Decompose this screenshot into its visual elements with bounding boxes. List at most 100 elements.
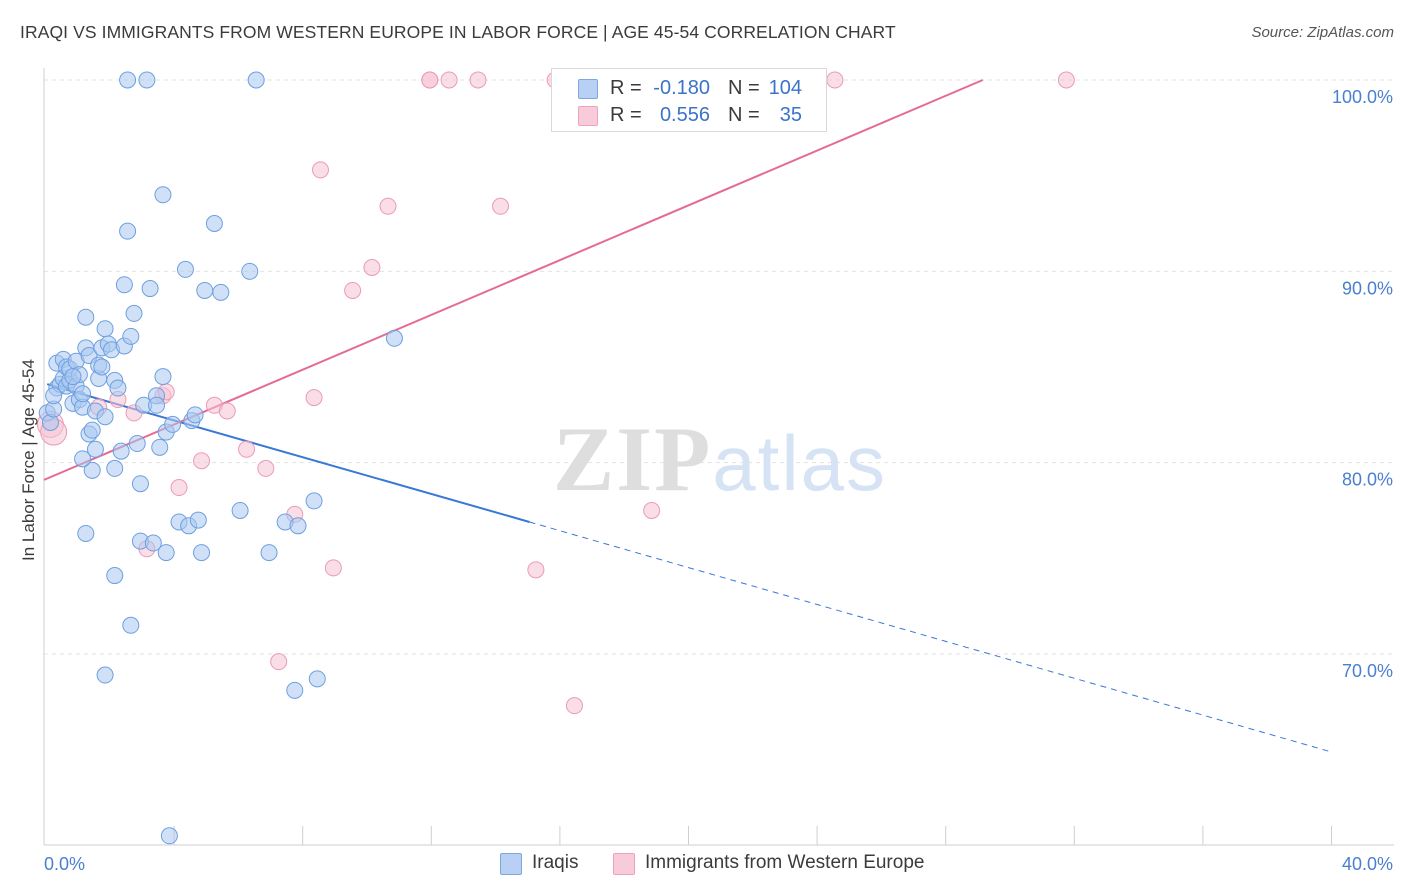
point-western-europe (363, 259, 381, 277)
trend-line-iraqis (46, 383, 530, 523)
legend-r-label: R = (610, 104, 642, 126)
point-iraqis (86, 440, 104, 458)
point-iraqis (141, 280, 159, 298)
point-iraqis (119, 71, 137, 89)
point-western-europe (344, 281, 362, 299)
point-western-europe (527, 561, 545, 579)
legend-r-value: 0.556 (659, 104, 710, 126)
point-iraqis (77, 308, 95, 326)
point-iraqis (83, 461, 101, 479)
legend-n-label: N = (728, 77, 760, 99)
point-iraqis (83, 421, 101, 439)
point-iraqis (64, 368, 82, 386)
source-label: Source: ZipAtlas.com (1251, 24, 1394, 41)
point-iraqis (154, 368, 172, 386)
point-iraqis (164, 415, 182, 433)
trend-line-iraqis-projection (529, 521, 1331, 753)
x-tick-label: 40.0% (1342, 854, 1393, 874)
axes (43, 68, 1394, 846)
point-iraqis (241, 262, 259, 280)
point-iraqis (122, 616, 140, 634)
bottom-legend-label: Iraqis (532, 852, 579, 873)
legend-swatch-blue (578, 79, 598, 99)
point-iraqis (260, 544, 278, 562)
legend-n-value: 35 (779, 104, 802, 126)
point-western-europe (193, 452, 211, 470)
legend-r-value: -0.180 (653, 77, 710, 99)
point-western-europe (826, 71, 844, 89)
point-iraqis (286, 681, 304, 699)
point-western-europe (379, 197, 397, 215)
point-iraqis (151, 438, 169, 456)
y-axis-label: In Labor Force | Age 45-54 (19, 359, 38, 561)
point-iraqis (308, 670, 326, 688)
point-western-europe (643, 502, 661, 519)
point-iraqis (247, 71, 265, 89)
data-points (36, 71, 1075, 845)
point-iraqis (96, 666, 114, 684)
y-tick-label: 80.0% (1342, 470, 1393, 490)
point-western-europe (324, 559, 342, 577)
point-iraqis (231, 502, 249, 519)
chart-title: IRAQI VS IMMIGRANTS FROM WESTERN EUROPE … (20, 22, 896, 42)
point-iraqis (157, 544, 175, 562)
point-western-europe (305, 389, 323, 407)
point-iraqis (96, 408, 114, 426)
legend-r-label: R = (610, 77, 642, 99)
legend-row-western-europe: R = 0.556 N = 35 (552, 102, 826, 130)
point-iraqis (385, 329, 403, 347)
point-iraqis (305, 492, 323, 510)
point-iraqis (148, 396, 166, 414)
grid-lines (44, 79, 1394, 655)
point-iraqis (109, 379, 127, 397)
point-iraqis (45, 387, 63, 405)
point-western-europe (270, 653, 288, 671)
y-tick-label: 70.0% (1342, 661, 1393, 681)
point-iraqis (74, 450, 92, 468)
point-western-europe (238, 440, 256, 458)
point-iraqis (119, 222, 137, 240)
point-iraqis (196, 281, 214, 299)
legend-swatch-pink (578, 106, 598, 126)
legend-n-value: 104 (768, 77, 802, 99)
point-iraqis (128, 435, 146, 453)
point-iraqis (212, 283, 230, 301)
point-iraqis (144, 534, 162, 552)
point-iraqis (115, 276, 133, 294)
point-western-europe (257, 459, 275, 477)
point-iraqis (122, 327, 140, 345)
point-iraqis (176, 260, 194, 278)
point-iraqis (106, 567, 124, 585)
point-western-europe (469, 71, 487, 89)
watermark: ZIPatlas (553, 408, 887, 510)
point-iraqis (160, 827, 178, 845)
point-iraqis (289, 517, 307, 535)
bottom-legend-label: Immigrants from Western Europe (645, 852, 925, 873)
point-western-europe (440, 71, 458, 89)
tick-labels: 70.0% 80.0% 90.0% 100.0% 0.0% 40.0% (44, 87, 1393, 874)
point-iraqis (186, 406, 204, 424)
point-iraqis (131, 475, 149, 493)
point-iraqis (93, 358, 111, 376)
point-iraqis (205, 215, 223, 232)
point-iraqis (138, 71, 156, 89)
point-western-europe (492, 197, 510, 215)
point-iraqis (189, 511, 207, 529)
point-western-europe (421, 71, 439, 89)
point-iraqis (74, 385, 92, 403)
point-iraqis (77, 524, 95, 542)
bottom-legend-swatch-pink (613, 853, 635, 875)
legend-n-label: N = (728, 104, 760, 126)
point-western-europe (311, 161, 329, 179)
y-tick-label: 100.0% (1332, 87, 1393, 107)
point-iraqis (125, 304, 143, 322)
point-iraqis (112, 442, 130, 460)
point-western-europe (1057, 71, 1075, 89)
point-iraqis (154, 186, 172, 204)
point-iraqis (106, 459, 124, 477)
legend-row-iraqis: R = -0.180 N = 104 (552, 75, 826, 103)
x-tick-label: 0.0% (44, 854, 85, 874)
point-western-europe (218, 402, 236, 420)
legend: R = -0.180 N = 104 R = 0.556 N = 35 (551, 68, 827, 132)
